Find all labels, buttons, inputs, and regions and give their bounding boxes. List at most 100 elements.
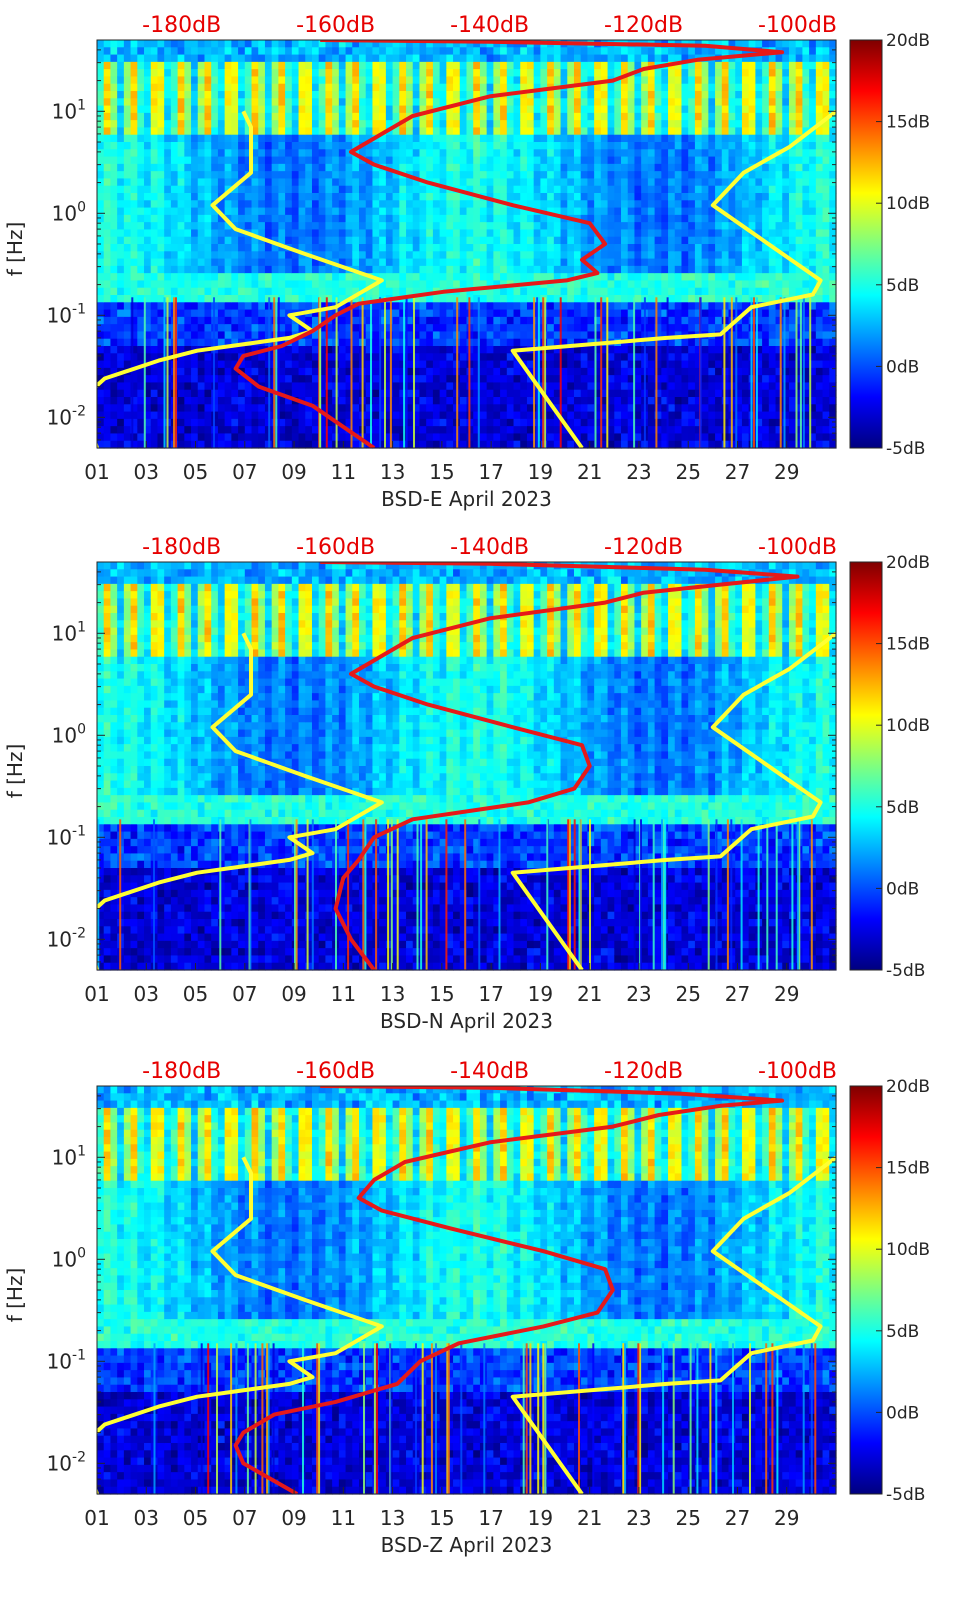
heatmap-cell — [345, 324, 353, 333]
heatmap-cell — [513, 207, 521, 216]
heatmap-cell — [580, 367, 589, 376]
heatmap-cell — [164, 105, 172, 114]
heatmap-cell — [258, 258, 266, 267]
heatmap-cell — [338, 360, 347, 369]
heatmap-cell — [372, 105, 380, 114]
heatmap-cell — [580, 397, 589, 405]
heatmap-cell — [432, 229, 441, 238]
heatmap-cell — [600, 47, 609, 56]
heatmap-cell — [311, 375, 320, 384]
heatmap-cell — [681, 185, 689, 194]
heatmap-cell — [144, 287, 152, 296]
heatmap-cell — [392, 207, 400, 216]
heatmap-cell — [110, 411, 118, 420]
heatmap-cell — [506, 316, 515, 325]
heatmap-cell — [224, 61, 232, 70]
heatmap-cell — [399, 346, 407, 354]
heatmap-cell — [573, 360, 582, 369]
heatmap-cell — [305, 91, 313, 99]
heatmap-cell — [365, 426, 374, 435]
heatmap-cell — [399, 411, 407, 420]
heatmap-cell — [587, 142, 595, 150]
heatmap-cell — [217, 360, 226, 369]
heatmap-cell — [553, 163, 562, 172]
heatmap-cell — [459, 360, 468, 369]
heatmap-cell — [251, 397, 259, 405]
heatmap-cell — [251, 236, 259, 245]
heatmap-cell — [668, 76, 676, 85]
heatmap-cell — [553, 156, 562, 165]
heatmap-cell — [621, 295, 629, 303]
heatmap-cell — [526, 163, 535, 172]
heatmap-cell — [479, 426, 488, 435]
heatmap-cell — [184, 280, 192, 289]
heatmap-cell — [587, 375, 595, 384]
heatmap-cell — [587, 47, 595, 56]
heatmap-cell — [661, 229, 669, 238]
heatmap-cell — [264, 156, 273, 165]
heatmap-cell — [352, 338, 360, 347]
heatmap-cell — [184, 178, 192, 187]
heatmap-cell — [305, 244, 313, 252]
heatmap-cell — [594, 207, 602, 216]
heatmap-cell — [164, 200, 172, 209]
heatmap-cell — [594, 426, 602, 435]
heatmap-cell — [311, 156, 320, 165]
heatmap-cell — [453, 244, 461, 252]
heatmap-cell — [110, 265, 118, 274]
heatmap-cell — [580, 61, 589, 70]
heatmap-cell — [473, 360, 481, 369]
heatmap-cell — [372, 426, 380, 435]
heatmap-cell — [278, 142, 286, 150]
heatmap-cell — [217, 185, 226, 194]
heatmap-cell — [587, 193, 595, 201]
heatmap-cell — [681, 178, 689, 187]
heatmap-cell — [426, 411, 434, 420]
heatmap-cell — [164, 120, 172, 129]
heatmap-cell — [184, 287, 192, 296]
heatmap-cell — [285, 47, 293, 56]
heatmap-cell — [137, 127, 145, 136]
heatmap-cell — [285, 91, 293, 99]
heatmap-cell — [500, 404, 508, 413]
heatmap-cell — [345, 200, 353, 209]
heatmap-cell — [264, 112, 273, 121]
heatmap-cell — [506, 163, 515, 172]
heatmap-cell — [486, 280, 494, 289]
heatmap-cell — [540, 214, 548, 223]
heatmap-cell — [520, 324, 528, 333]
heatmap-cell — [144, 47, 152, 56]
heatmap-cell — [204, 61, 212, 70]
heatmap-cell — [231, 178, 239, 187]
heatmap-cell — [298, 367, 306, 376]
heatmap-cell — [621, 112, 629, 121]
heatmap-cell — [184, 40, 192, 48]
heatmap-cell — [479, 156, 488, 165]
heatmap-cell — [647, 236, 656, 245]
heatmap-cell — [432, 251, 441, 260]
heatmap-cell — [432, 193, 441, 201]
heatmap-cell — [217, 375, 226, 384]
heatmap-cell — [446, 309, 454, 318]
heatmap-cell — [164, 163, 172, 172]
heatmap-cell — [251, 229, 259, 238]
heatmap-cell — [661, 338, 669, 347]
heatmap-cell — [251, 120, 259, 129]
heatmap-cell — [278, 69, 286, 78]
heatmap-cell — [298, 258, 306, 267]
heatmap-cell — [191, 236, 199, 245]
heatmap-cell — [661, 178, 669, 187]
heatmap-cell — [392, 309, 400, 318]
heatmap-cell — [365, 258, 374, 267]
heatmap-cell — [311, 222, 320, 231]
heatmap-cell — [479, 120, 488, 129]
heatmap-cell — [278, 244, 286, 252]
heatmap-cell — [486, 178, 494, 187]
heatmap-cell — [365, 418, 374, 427]
heatmap-cell — [291, 83, 300, 92]
heatmap-cell — [520, 316, 528, 325]
heatmap-cell — [614, 91, 622, 99]
heatmap-cell — [486, 83, 494, 92]
heatmap-cell — [446, 134, 454, 143]
